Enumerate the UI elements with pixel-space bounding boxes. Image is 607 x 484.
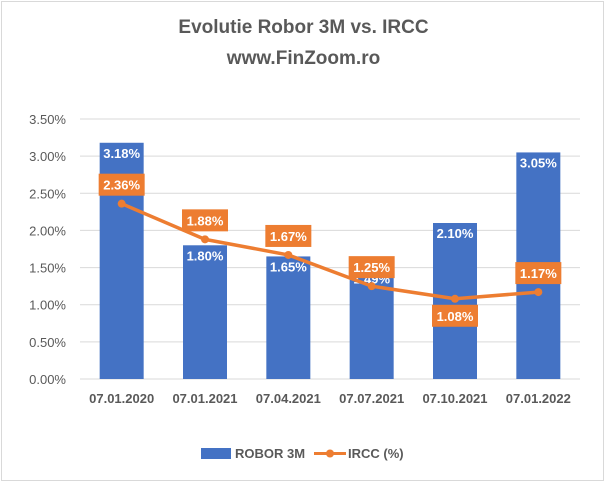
line-point-ircc xyxy=(367,282,376,291)
y-tick-label: 0.00% xyxy=(29,372,66,387)
line-data-label-box xyxy=(432,304,478,327)
line-ircc xyxy=(120,202,539,301)
legend-marker-ircc xyxy=(326,449,334,458)
line-data-label: 1.25% xyxy=(353,260,390,275)
line-data-label-box xyxy=(515,262,562,285)
y-tick-label: 3.50% xyxy=(29,112,66,127)
legend-label-robor: ROBOR 3M xyxy=(235,446,305,461)
y-tick-label: 1.00% xyxy=(29,298,66,313)
y-tick-label: 2.00% xyxy=(29,223,66,238)
y-tick-label: 1.50% xyxy=(29,261,66,276)
x-tick-label: 07.01.2020 xyxy=(89,391,154,406)
bar-data-label: 1.65% xyxy=(270,259,307,274)
y-tick-label: 0.50% xyxy=(29,335,66,350)
legend-swatch-robor xyxy=(201,448,231,459)
line-data-label: 1.88% xyxy=(187,213,224,228)
y-tick-label: 2.50% xyxy=(29,186,66,201)
bar-robor xyxy=(266,256,311,379)
bar-data-label: 3.05% xyxy=(520,155,557,170)
x-tick-label: 07.04.2021 xyxy=(256,391,321,406)
bar-data-label: 3.18% xyxy=(103,146,140,161)
line-point-ircc xyxy=(451,294,459,303)
line-data-label: 2.36% xyxy=(103,178,140,193)
x-tick-label: 07.10.2021 xyxy=(422,391,487,406)
x-tick-label: 07.01.2021 xyxy=(172,391,237,406)
chart-title: Evolutie Robor 3M vs. IRCC xyxy=(178,17,429,38)
y-tick-label: 3.00% xyxy=(29,149,66,164)
line-data-label-box xyxy=(348,256,395,279)
line-point-ircc xyxy=(284,250,293,259)
line-point-ircc xyxy=(201,235,209,244)
chart-subtitle: www.FinZoom.ro xyxy=(226,48,381,69)
line-data-label: 1.17% xyxy=(520,266,557,281)
line-data-label: 1.08% xyxy=(437,309,474,324)
x-tick-label: 07.07.2021 xyxy=(339,391,404,406)
line-data-label-box xyxy=(98,173,145,196)
line-point-ircc xyxy=(117,199,126,208)
line-data-label-box xyxy=(182,209,228,232)
line-point-ircc xyxy=(534,288,543,297)
bar-data-label: 1.80% xyxy=(187,248,224,263)
line-data-label: 1.67% xyxy=(270,229,307,244)
bar-robor xyxy=(183,245,227,379)
x-tick-label: 07.01.2022 xyxy=(506,391,571,406)
bar-data-label: 2.10% xyxy=(437,226,474,241)
legend-label-ircc: IRCC (%) xyxy=(348,446,404,461)
line-data-label-box xyxy=(265,224,312,247)
